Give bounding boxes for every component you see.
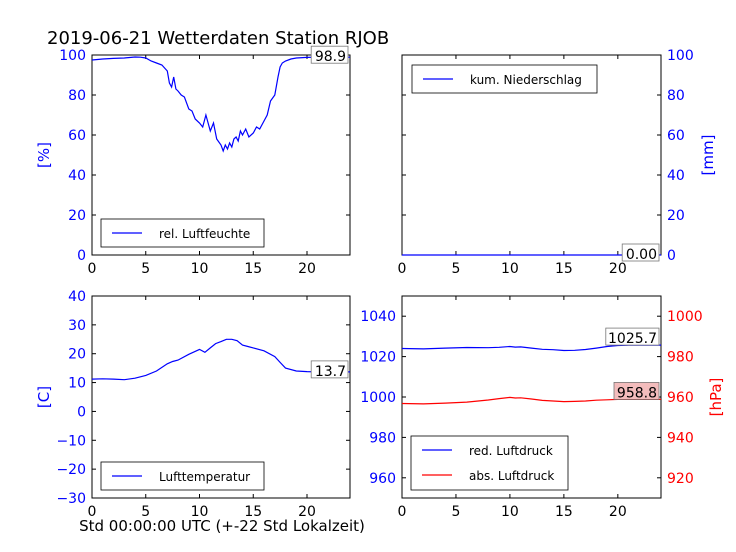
y-tick-label: 20 <box>68 208 86 224</box>
y-axis-label-right: [hPa] <box>707 378 725 417</box>
x-tick-label: 10 <box>501 261 519 277</box>
x-tick-label: 15 <box>244 504 262 520</box>
legend-label: Lufttemperatur <box>159 470 250 484</box>
y-tick-label: 10 <box>68 376 86 392</box>
y-tick-label: 80 <box>68 88 86 104</box>
x-tick-label: 5 <box>451 504 460 520</box>
value-label: 98.9 <box>315 49 346 65</box>
series-line-rel-luftfeuchte <box>91 56 350 153</box>
y-tick-label: 0 <box>667 248 676 264</box>
value-label-box <box>605 327 660 346</box>
y-tick-label: −10 <box>56 433 86 449</box>
x-tick-label: 0 <box>88 504 97 520</box>
y-tick-label: 100 <box>667 48 694 64</box>
y-axis-label: [%] <box>35 142 53 168</box>
value-label: 13.7 <box>315 364 346 380</box>
legend-label: kum. Niederschlag <box>470 73 582 87</box>
legend-label: abs. Luftdruck <box>469 469 554 483</box>
value-label: 958.8 <box>617 385 657 401</box>
y-right-tick-label: 980 <box>667 350 694 366</box>
precipitation-panel: 0 5 10 15 20 0 20 40 60 80 100 [mm] 0.00 kum. Nieders… <box>398 48 717 277</box>
y-tick-label: 0 <box>77 404 86 420</box>
y-tick-label: 1020 <box>360 350 396 366</box>
x-tick-label: 20 <box>609 261 627 277</box>
value-label: 0.00 <box>626 247 657 263</box>
x-tick-label: 5 <box>141 504 150 520</box>
x-tick-label: 5 <box>141 261 150 277</box>
x-tick-label: 20 <box>609 504 627 520</box>
series-line-lufttemperatur <box>91 338 350 381</box>
y-tick-label: 40 <box>667 168 685 184</box>
legend-label: red. Luftdruck <box>469 444 553 458</box>
y-tick-label: 30 <box>68 318 86 334</box>
y-right-tick-label: 920 <box>667 471 694 487</box>
y-tick-label: 0 <box>77 248 86 264</box>
y-tick-label: 80 <box>667 88 685 104</box>
y-tick-label: 1000 <box>360 390 396 406</box>
y-tick-label: −30 <box>56 491 86 507</box>
legend-box <box>100 461 265 491</box>
y-tick-label: 60 <box>68 128 86 144</box>
y-axis-label: [C] <box>35 386 53 408</box>
temperature-panel: 0 5 10 15 20 −30 −20 −10 0 10 20 30 40 [C] 13.7 Lufttem… <box>35 289 351 520</box>
x-tick-label: 10 <box>191 504 209 520</box>
x-tick-label: 0 <box>398 261 407 277</box>
y-tick-label: 980 <box>369 430 396 446</box>
y-axis-label: [mm] <box>699 135 717 176</box>
y-tick-label: 1040 <box>360 309 396 325</box>
y-tick-label: 60 <box>667 128 685 144</box>
y-tick-label: 40 <box>68 289 86 305</box>
y-tick-label: 100 <box>59 48 86 64</box>
x-tick-label: 10 <box>191 261 209 277</box>
value-label-box <box>310 45 349 64</box>
legend-label: rel. Luftfeuchte <box>159 227 250 241</box>
y-right-tick-label: 940 <box>667 430 694 446</box>
y-tick-label: 960 <box>369 471 396 487</box>
x-tick-label: 15 <box>555 261 573 277</box>
x-tick-label: 15 <box>555 504 573 520</box>
x-tick-label: 10 <box>501 504 519 520</box>
x-tick-label: 15 <box>244 261 262 277</box>
value-label-box <box>613 382 660 400</box>
pressure-panel: 0 5 10 15 20 960 980 1000 1020 1040 920 940 960 980 10… <box>360 295 725 520</box>
x-tick-label: 5 <box>451 261 460 277</box>
value-label-box <box>310 360 349 379</box>
y-tick-label: 20 <box>667 208 685 224</box>
x-tick-label: 0 <box>398 504 407 520</box>
y-tick-label: 40 <box>68 168 86 184</box>
y-right-tick-label: 1000 <box>667 309 703 325</box>
humidity-panel: 0 5 10 15 20 0 20 40 60 80 100 [%] 98.9 rel. Luftfeuc… <box>35 45 351 277</box>
x-tick-label: 20 <box>298 504 316 520</box>
x-tick-label: 0 <box>88 261 97 277</box>
y-tick-label: 20 <box>68 347 86 363</box>
value-label: 1025.7 <box>608 331 657 347</box>
figure-title: 2019-06-21 Wetterdaten Station RJOB <box>47 28 389 49</box>
legend-box <box>410 435 569 491</box>
y-tick-label: −20 <box>56 462 86 478</box>
y-right-tick-label: 960 <box>667 390 694 406</box>
x-tick-label: 20 <box>298 261 316 277</box>
value-label-box <box>621 243 660 262</box>
x-axis-label: Std 00:00:00 UTC (+-22 Std Lokalzeit) <box>79 517 365 535</box>
